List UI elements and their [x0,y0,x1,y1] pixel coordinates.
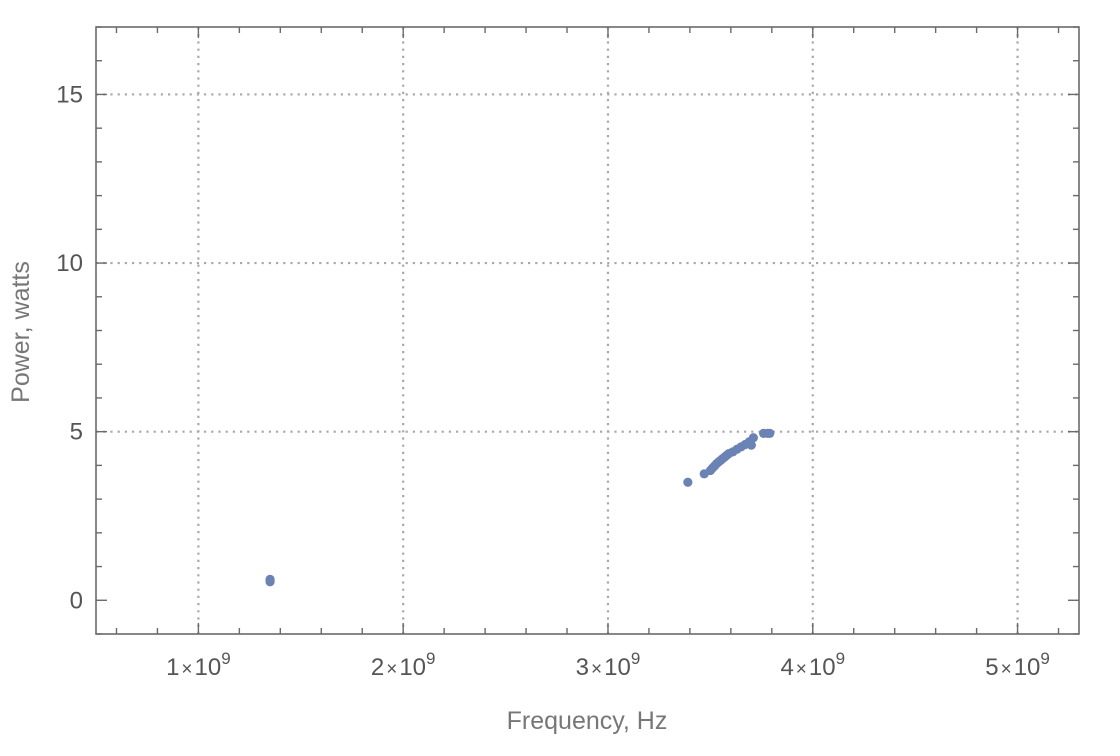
grid-lines [96,27,1079,634]
x-tick-mantissa: 4 [780,654,793,681]
x-tick-label-3: 3 ×109 [576,649,641,681]
x-tick-exponent: 9 [836,649,845,668]
data-point-25 [765,428,775,438]
x-tick-times: × [591,659,602,680]
x-tick-mantissa: 2 [371,654,384,681]
x-tick-label-2: 2 ×109 [371,649,436,681]
data-point-22 [748,433,758,443]
x-tick-base: 10 [195,654,222,681]
y-tick-label-4: 15 [56,81,83,108]
data-point-4 [683,477,693,487]
y-axis-label: Power, watts [7,261,35,403]
x-tick-mantissa: 3 [576,654,589,681]
x-tick-base: 10 [809,654,836,681]
x-tick-label-1: 1 ×109 [166,649,231,681]
x-tick-exponent: 9 [426,649,435,668]
x-tick-times: × [181,659,192,680]
x-tick-base: 10 [1014,654,1041,681]
x-tick-times: × [1001,659,1012,680]
y-tick-labels: 0 5 10 15 [56,81,83,614]
x-tick-exponent: 9 [221,649,230,668]
data-point-3 [265,574,275,584]
data-point-21 [746,440,756,450]
plot-frame [95,26,1080,635]
x-tick-base: 10 [399,654,426,681]
axis-ticks [96,26,1079,635]
x-tick-label-4: 4 ×109 [780,649,845,681]
y-tick-label-1: 0 [70,587,83,614]
y-tick-label-3: 10 [56,250,83,277]
x-tick-base: 10 [604,654,631,681]
y-tick-label-2: 5 [70,419,83,446]
x-tick-times: × [796,659,807,680]
data-points [265,428,775,587]
x-tick-label-5: 5 ×109 [985,649,1050,681]
x-tick-exponent: 9 [1040,649,1049,668]
x-tick-mantissa: 5 [985,654,998,681]
x-axis-label: Frequency, Hz [507,707,668,735]
x-tick-labels: 1 ×109 2 ×109 3 ×109 4 ×109 5 ×109 [166,649,1050,681]
x-tick-times: × [386,659,397,680]
x-tick-exponent: 9 [631,649,640,668]
x-tick-mantissa: 1 [166,654,179,681]
